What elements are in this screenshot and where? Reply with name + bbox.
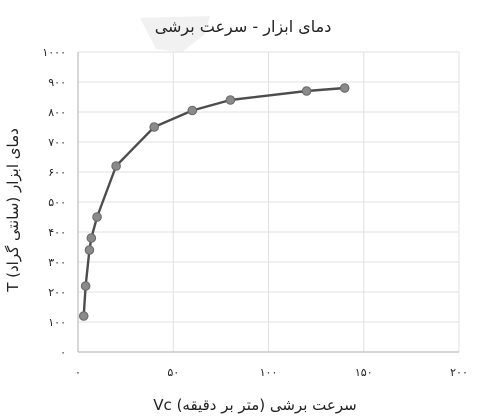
data-point: [149, 122, 159, 132]
x-tick-label: ۱۰۰: [260, 366, 278, 379]
data-point: [86, 233, 97, 243]
axis-layer: [77, 52, 459, 353]
y-tick-label: ۸۰۰: [48, 106, 66, 119]
chart-title: دمای ابزار - سرعت برشی: [155, 17, 332, 37]
series-layer: [78, 83, 350, 321]
y-tick-label: ۶۰۰: [48, 166, 66, 179]
y-tick-label: ۵۰۰: [48, 196, 66, 209]
data-point: [78, 311, 89, 321]
y-axis-label: T دمای ابزار (سانتی گراد): [4, 128, 22, 293]
data-point: [301, 86, 312, 96]
x-tick-label: ۰: [75, 366, 81, 379]
data-point: [92, 212, 102, 222]
y-tick-label: ۴۰۰: [48, 226, 66, 239]
x-tick-label: ۵۰: [167, 366, 179, 379]
data-point: [187, 105, 198, 116]
data-point: [225, 95, 236, 105]
y-tick-label: ۳۰۰: [48, 256, 66, 269]
y-tick-label: ۲۰۰: [48, 286, 66, 299]
x-axis-label: Vc سرعت برشی (متر بر دقیقه): [153, 396, 356, 414]
y-tick-label: ۹۰۰: [48, 76, 66, 89]
data-point: [111, 161, 121, 171]
y-tick-label: ۱۰۰۰: [42, 46, 66, 59]
y-tick-label: ۰: [60, 346, 66, 359]
tick-layer: ۰ ۱۰۰ ۲۰۰ ۳۰۰ ۴۰۰ ۵۰۰ ۶۰۰ ۷۰۰ ۸۰۰ ۹۰۰ ۱۰۰۰ ۰ ۵۰ ۱۰۰ ۱۵…: [42, 46, 468, 379]
watermark-shape: [140, 16, 210, 52]
x-tick-label: ۲۰۰: [450, 366, 468, 379]
data-point: [84, 245, 95, 255]
y-tick-label: ۷۰۰: [48, 136, 66, 149]
data-point: [80, 281, 91, 291]
y-tick-label: ۱۰۰: [48, 316, 66, 329]
x-tick-label: ۱۵۰: [355, 366, 373, 379]
data-point: [339, 83, 350, 93]
grid-layer: [78, 51, 460, 352]
